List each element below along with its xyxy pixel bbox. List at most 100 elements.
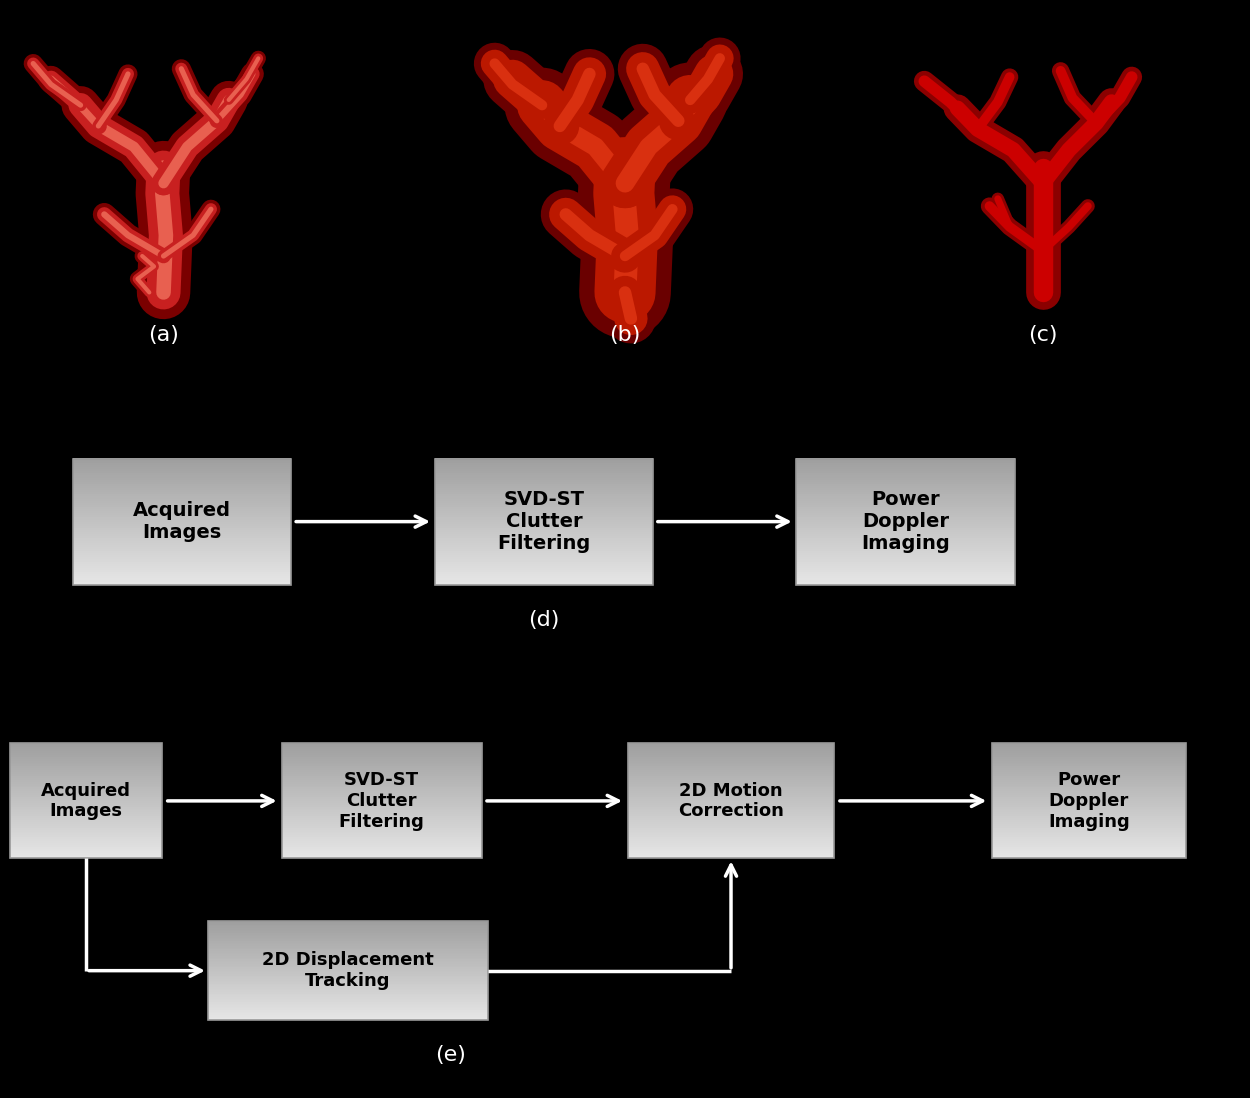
Bar	[992, 852, 1186, 854]
Bar	[435, 498, 652, 501]
Bar	[992, 743, 1186, 746]
Bar	[628, 842, 834, 845]
Bar	[796, 561, 1015, 563]
Bar	[628, 808, 834, 810]
Bar	[282, 754, 481, 757]
Bar	[992, 781, 1186, 784]
Bar	[208, 982, 489, 984]
Bar	[628, 854, 834, 856]
Bar	[435, 534, 652, 536]
Bar	[10, 821, 162, 824]
Bar	[282, 837, 481, 839]
Bar	[796, 502, 1015, 505]
Text: (d): (d)	[529, 610, 560, 630]
Bar	[435, 578, 652, 581]
Bar	[796, 523, 1015, 526]
Bar	[282, 839, 481, 841]
Bar	[72, 460, 291, 463]
Bar	[992, 785, 1186, 787]
Bar	[992, 777, 1186, 780]
Bar	[282, 808, 481, 810]
Bar	[208, 968, 489, 971]
Bar	[435, 485, 652, 488]
Bar	[10, 743, 162, 746]
Bar	[10, 749, 162, 751]
Bar	[72, 504, 291, 507]
Bar	[796, 467, 1015, 469]
Bar	[72, 502, 291, 505]
Bar	[72, 485, 291, 488]
Bar	[282, 811, 481, 815]
Bar	[992, 793, 1186, 795]
Bar	[435, 582, 652, 584]
Bar	[72, 458, 291, 461]
Bar	[796, 500, 1015, 503]
Bar	[282, 852, 481, 854]
Bar	[282, 743, 481, 746]
Bar	[208, 1015, 489, 1017]
Bar	[796, 545, 1015, 547]
Bar	[992, 803, 1186, 805]
Bar	[72, 571, 291, 574]
Bar	[72, 494, 291, 496]
Bar	[72, 500, 291, 503]
Bar	[992, 772, 1186, 774]
Bar	[282, 787, 481, 789]
Bar	[992, 854, 1186, 856]
Bar	[72, 559, 291, 561]
Bar	[435, 458, 652, 461]
Bar	[435, 571, 652, 574]
Bar	[10, 785, 162, 787]
Bar	[796, 582, 1015, 584]
Bar	[796, 462, 1015, 464]
Bar	[72, 534, 291, 536]
Bar	[208, 948, 489, 950]
Bar	[208, 945, 489, 948]
Bar	[10, 826, 162, 828]
Bar	[992, 775, 1186, 777]
Bar	[282, 819, 481, 822]
Text: Acquired
Images: Acquired Images	[134, 501, 231, 542]
Bar	[10, 806, 162, 808]
Bar	[10, 847, 162, 849]
Bar	[282, 842, 481, 845]
Bar	[72, 464, 291, 467]
Bar	[992, 806, 1186, 808]
Bar	[282, 752, 481, 755]
Bar	[435, 550, 652, 553]
Bar	[992, 810, 1186, 813]
Bar	[628, 850, 834, 853]
Bar	[628, 744, 834, 748]
Bar	[435, 580, 652, 583]
Bar	[208, 955, 489, 957]
Text: SVD-ST
Clutter
Filtering: SVD-ST Clutter Filtering	[339, 771, 425, 831]
Bar	[992, 833, 1186, 836]
Bar	[72, 519, 291, 522]
Bar	[992, 762, 1186, 764]
Bar	[435, 469, 652, 471]
Bar	[435, 511, 652, 513]
Bar	[628, 760, 834, 763]
Bar	[208, 1005, 489, 1007]
Bar	[796, 540, 1015, 542]
Bar	[208, 977, 489, 979]
Text: Acquired
Images: Acquired Images	[41, 782, 131, 820]
Bar	[10, 777, 162, 780]
Text: (a): (a)	[148, 325, 179, 346]
Bar	[992, 819, 1186, 822]
Bar	[628, 795, 834, 797]
Bar	[10, 824, 162, 826]
Bar	[72, 467, 291, 469]
Bar	[208, 938, 489, 940]
Bar	[796, 575, 1015, 579]
Bar	[796, 477, 1015, 480]
Bar	[282, 773, 481, 776]
Bar	[72, 525, 291, 528]
Bar	[435, 494, 652, 496]
Bar	[796, 479, 1015, 482]
Bar	[282, 765, 481, 769]
Bar	[208, 941, 489, 943]
Bar	[208, 1012, 489, 1015]
Bar	[435, 573, 652, 576]
Bar	[628, 834, 834, 838]
